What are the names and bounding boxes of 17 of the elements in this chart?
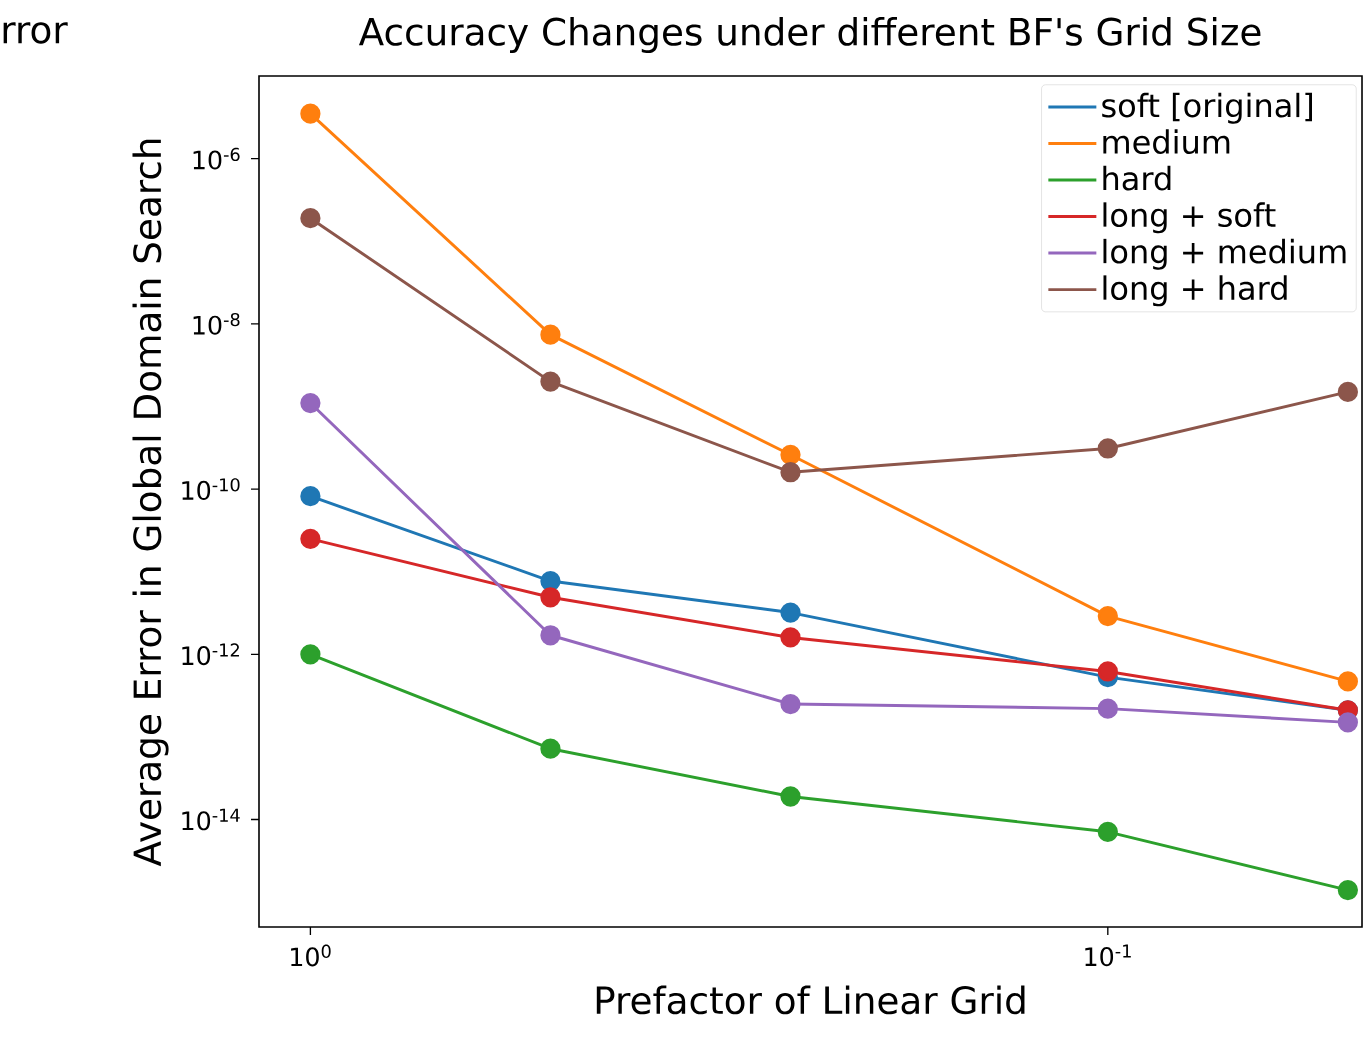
chart-title: Accuracy Changes under different BF's Grid Size [358,16,1261,54]
legend-label: long + soft [1103,202,1276,234]
legend-label: soft [original] [1102,92,1312,124]
legend-label: long + hard [1103,275,1287,307]
y-tick-label: 10$^{-6}$ [193,147,240,170]
y-tick-label: 10$^{-10}$ [182,478,240,501]
legend-label: long + medium [1103,238,1346,270]
y-tick-label: 10$^{-14}$ [182,808,240,831]
x-axis-title: Prefactor of Linear Grid [596,985,1025,1015]
y-tick-label: 10$^{-12}$ [182,643,239,666]
legend-label: medium [1103,129,1230,155]
text: rror [3,22,68,44]
legend-label: hard [1103,165,1171,191]
x-tick-label: 10$^{-1}$ [1085,944,1131,967]
y-tick-label: 10$^{-8}$ [193,312,240,335]
x-tick-label: 10$^{0}$ [291,944,331,967]
y-axis-title: Average Error in Global Domain Search [132,139,169,867]
